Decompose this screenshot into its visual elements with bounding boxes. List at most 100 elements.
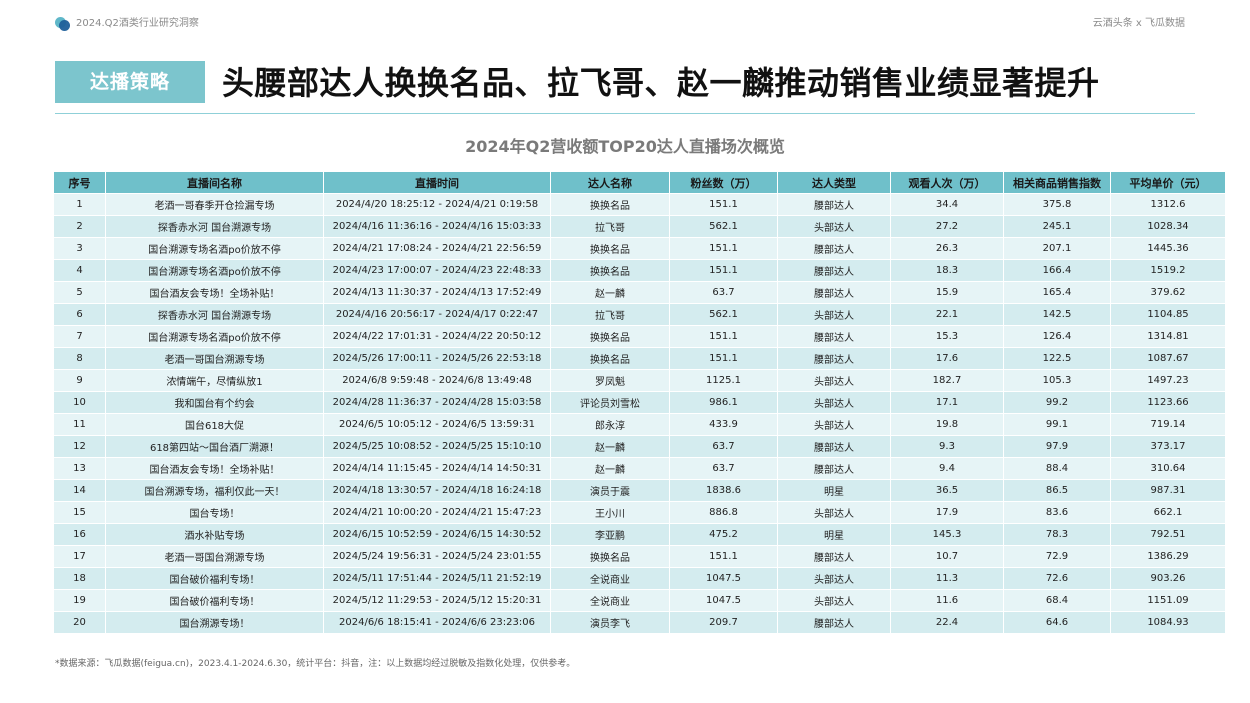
- table-body: 1 老酒一哥春季开仓捡漏专场 2024/4/20 18:25:12 - 2024/4…: [53, 193, 1226, 634]
- column-header: 平均单价（元）: [1110, 171, 1226, 194]
- table-cell: 2024/4/28 11:36:37 - 2024/4/28 15:03:58: [323, 391, 551, 414]
- table-cell: 142.5: [1003, 303, 1111, 326]
- table-cell: 赵一麟: [550, 457, 670, 480]
- table-cell: 209.7: [669, 611, 778, 634]
- table-cell: 6: [53, 303, 106, 326]
- table-cell: 310.64: [1110, 457, 1226, 480]
- table-cell: 11: [53, 413, 106, 436]
- column-header: 观看人次（万）: [890, 171, 1004, 194]
- table-cell: 腰部达人: [777, 611, 891, 634]
- table-cell: 986.1: [669, 391, 778, 414]
- table-cell: 国台618大促: [105, 413, 324, 436]
- table-cell: 演员于震: [550, 479, 670, 502]
- table-row: 5 国台酒友会专场！全场补贴！ 2024/4/13 11:30:37 - 2024/…: [53, 281, 1226, 304]
- table-cell: 1838.6: [669, 479, 778, 502]
- table-cell: 11.6: [890, 589, 1004, 612]
- table-cell: 腰部达人: [777, 193, 891, 216]
- table-cell: 头部达人: [777, 413, 891, 436]
- table-cell: 国台溯源专场名酒po价放不停: [105, 259, 324, 282]
- table-cell: 探香赤水河 国台溯源专场: [105, 303, 324, 326]
- table-cell: 头部达人: [777, 303, 891, 326]
- table-cell: 151.1: [669, 347, 778, 370]
- table-cell: 2024/4/20 18:25:12 - 2024/4/21 0:19:58: [323, 193, 551, 216]
- table-cell: 562.1: [669, 303, 778, 326]
- table-cell: 换换名品: [550, 325, 670, 348]
- table-cell: 头部达人: [777, 567, 891, 590]
- table-cell: 国台酒友会专场！全场补贴！: [105, 281, 324, 304]
- header-divider: [55, 113, 1195, 114]
- table-cell: 1519.2: [1110, 259, 1226, 282]
- table-cell: 1087.67: [1110, 347, 1226, 370]
- table-cell: 10: [53, 391, 106, 414]
- table-cell: 4: [53, 259, 106, 282]
- table-cell: 2024/5/24 19:56:31 - 2024/5/24 23:01:55: [323, 545, 551, 568]
- table-cell: 换换名品: [550, 545, 670, 568]
- table-cell: 腰部达人: [777, 347, 891, 370]
- table-cell: 腰部达人: [777, 457, 891, 480]
- table-cell: 换换名品: [550, 193, 670, 216]
- streamer-sessions-table: 序号 直播间名称 直播时间 达人名称 粉丝数（万） 达人类型 观看人次（万） 相关商品销售指数…: [53, 171, 1226, 634]
- table-cell: 2024/5/26 17:00:11 - 2024/5/26 22:53:18: [323, 347, 551, 370]
- table-cell: 13: [53, 457, 106, 480]
- table-cell: 145.3: [890, 523, 1004, 546]
- table-cell: 8: [53, 347, 106, 370]
- table-cell: 头部达人: [777, 391, 891, 414]
- table-row: 17 老酒一哥国台溯源专场 2024/5/24 19:56:31 - 2024/5/…: [53, 545, 1226, 568]
- table-cell: 22.1: [890, 303, 1004, 326]
- table-cell: 国台破价福利专场！: [105, 589, 324, 612]
- table-cell: 2024/5/25 10:08:52 - 2024/5/25 15:10:10: [323, 435, 551, 458]
- table-cell: 207.1: [1003, 237, 1111, 260]
- table-cell: 19: [53, 589, 106, 612]
- table-cell: 72.9: [1003, 545, 1111, 568]
- table-cell: 20: [53, 611, 106, 634]
- table-cell: 2024/4/21 17:08:24 - 2024/4/21 22:56:59: [323, 237, 551, 260]
- table-row: 20 国台溯源专场！ 2024/6/6 18:15:41 - 2024/6/6 23…: [53, 611, 1226, 634]
- table-cell: 379.62: [1110, 281, 1226, 304]
- table-cell: 72.6: [1003, 567, 1111, 590]
- table-cell: 1445.36: [1110, 237, 1226, 260]
- table-cell: 1151.09: [1110, 589, 1226, 612]
- table-cell: 433.9: [669, 413, 778, 436]
- table-cell: 2024/4/16 11:36:16 - 2024/4/16 15:03:33: [323, 215, 551, 238]
- table-cell: 评论员刘雪松: [550, 391, 670, 414]
- table-cell: 9: [53, 369, 106, 392]
- table-row: 4 国台溯源专场名酒po价放不停 2024/4/23 17:00:07 - 2024…: [53, 259, 1226, 282]
- table-cell: 头部达人: [777, 215, 891, 238]
- table-cell: 头部达人: [777, 589, 891, 612]
- top-bar: 2024.Q2酒类行业研究洞察 云酒头条 x 飞瓜数据: [0, 0, 1250, 40]
- table-cell: 浓情端午，尽情纵放1: [105, 369, 324, 392]
- table-cell: 105.3: [1003, 369, 1111, 392]
- table-cell: 17.1: [890, 391, 1004, 414]
- table-cell: 7: [53, 325, 106, 348]
- data-source-footnote: *数据来源：飞瓜数据(feigua.cn)，2023.4.1-2024.6.30…: [55, 659, 576, 669]
- table-cell: 182.7: [890, 369, 1004, 392]
- table-cell: 明星: [777, 479, 891, 502]
- table-cell: 头部达人: [777, 501, 891, 524]
- table-cell: 3: [53, 237, 106, 260]
- table-cell: 2024/5/11 17:51:44 - 2024/5/11 21:52:19: [323, 567, 551, 590]
- table-row: 7 国台溯源专场名酒po价放不停 2024/4/22 17:01:31 - 2024…: [53, 325, 1226, 348]
- table-cell: 719.14: [1110, 413, 1226, 436]
- table-row: 6 探香赤水河 国台溯源专场 2024/4/16 20:56:17 - 2024/4…: [53, 303, 1226, 326]
- table-cell: 9.4: [890, 457, 1004, 480]
- table-cell: 15: [53, 501, 106, 524]
- table-cell: 78.3: [1003, 523, 1111, 546]
- column-header: 序号: [53, 171, 106, 194]
- table-cell: 拉飞哥: [550, 215, 670, 238]
- table-cell: 1312.6: [1110, 193, 1226, 216]
- table-row: 9 浓情端午，尽情纵放1 2024/6/8 9:59:48 - 2024/6/8 1…: [53, 369, 1226, 392]
- table-cell: 63.7: [669, 457, 778, 480]
- table-cell: 2024/6/15 10:52:59 - 2024/6/15 14:30:52: [323, 523, 551, 546]
- table-cell: 63.7: [669, 281, 778, 304]
- table-cell: 赵一麟: [550, 435, 670, 458]
- table-cell: 1314.81: [1110, 325, 1226, 348]
- table-cell: 全说商业: [550, 567, 670, 590]
- table-cell: 老酒一哥国台溯源专场: [105, 347, 324, 370]
- table-row: 11 国台618大促 2024/6/5 10:05:12 - 2024/6/5 13…: [53, 413, 1226, 436]
- table-cell: 2024/4/22 17:01:31 - 2024/4/22 20:50:12: [323, 325, 551, 348]
- table-cell: 腰部达人: [777, 325, 891, 348]
- table-cell: 1497.23: [1110, 369, 1226, 392]
- table-cell: 97.9: [1003, 435, 1111, 458]
- table-cell: 国台溯源专场名酒po价放不停: [105, 237, 324, 260]
- table-row: 10 我和国台有个约会 2024/4/28 11:36:37 - 2024/4/28…: [53, 391, 1226, 414]
